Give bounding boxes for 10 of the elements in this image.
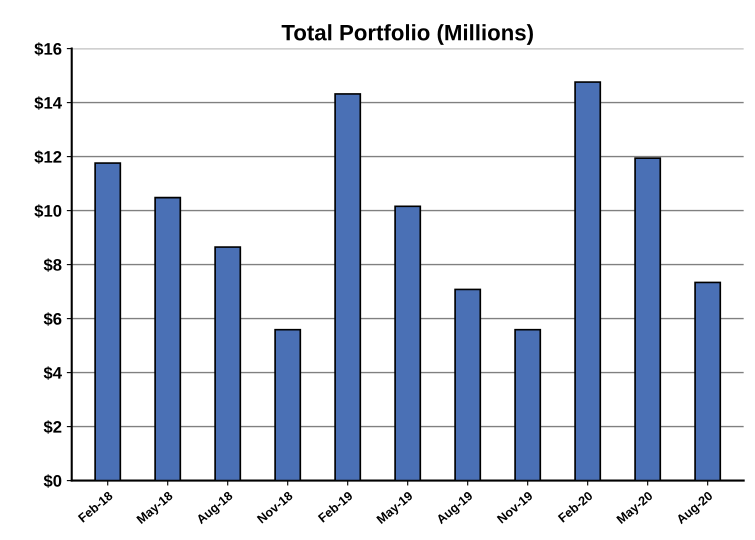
- y-tick-label: $16: [34, 42, 62, 56]
- y-tick-label: $2: [44, 420, 62, 434]
- y-tick-label: $14: [34, 96, 62, 110]
- y-tick-label: $12: [34, 150, 62, 164]
- y-tick-label: $0: [44, 474, 62, 488]
- y-tick-label: $6: [44, 312, 62, 326]
- y-tick-label: $10: [34, 204, 62, 218]
- y-tick-label: $4: [44, 366, 62, 380]
- chart-title: Total Portfolio (Millions): [282, 24, 533, 45]
- y-tick-label: $8: [44, 258, 62, 272]
